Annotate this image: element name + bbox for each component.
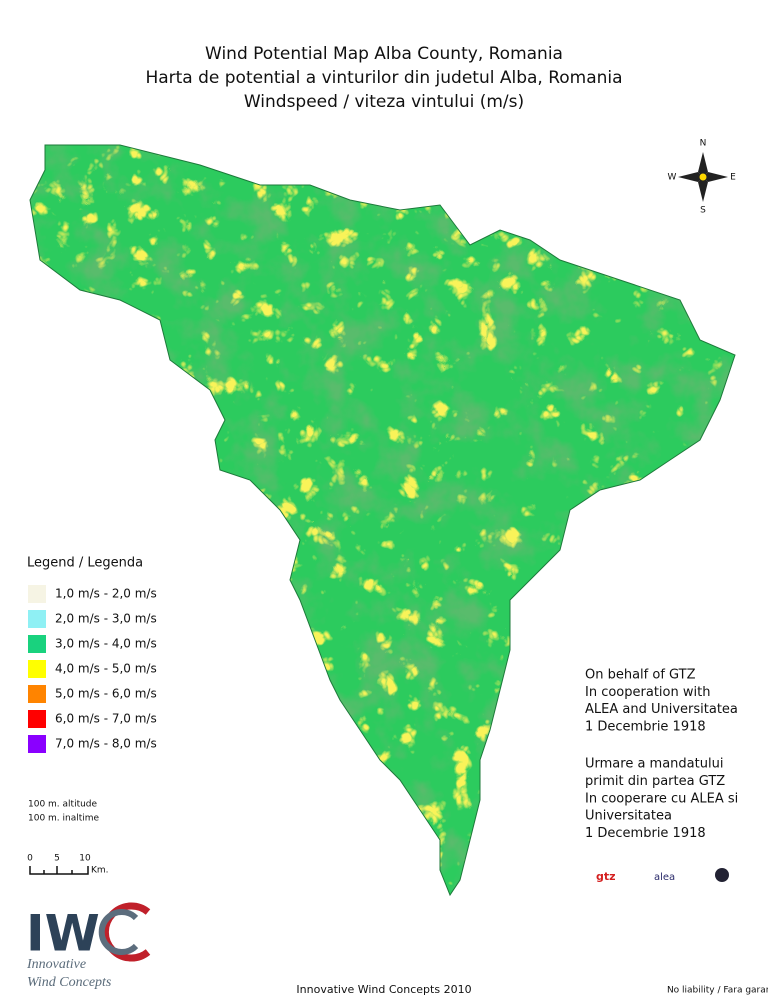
altitude-note: 100 m. inaltime — [28, 814, 100, 824]
credit-line: Universitatea — [585, 809, 672, 824]
credit-line: In cooperare cu ALEA si — [585, 791, 738, 806]
legend-swatch — [28, 635, 46, 653]
compass: N E S W — [668, 139, 737, 216]
legend-title: Legend / Legenda — [27, 556, 143, 571]
credit-line: On behalf of GTZ — [585, 668, 696, 683]
legend-label: 6,0 m/s - 7,0 m/s — [55, 712, 157, 726]
legend-label: 7,0 m/s - 8,0 m/s — [55, 737, 157, 751]
legend-swatch — [28, 585, 46, 603]
title: Wind Potential Map Alba County, Romania — [205, 44, 563, 64]
credit-line: Urmare a mandatului — [585, 757, 723, 772]
legend-swatch — [28, 660, 46, 678]
brand-logo: IW Innovative Wind Concepts — [26, 902, 151, 990]
brand-tagline: Wind Concepts — [27, 975, 112, 990]
brand-name: IW — [26, 905, 100, 963]
partner-logo: alea — [654, 872, 675, 883]
scale-bar: 0 5 10 Km. — [27, 854, 108, 876]
credits: On behalf of GTZ In cooperation with ALEA … — [585, 668, 738, 841]
credit-line: 1 Decembrie 1918 — [585, 719, 706, 734]
scale-tick: 5 — [54, 854, 60, 864]
legend-swatch — [28, 685, 46, 703]
credit-line: ALEA and Universitatea — [585, 702, 738, 717]
title: Windspeed / viteza vintului (m/s) — [244, 92, 524, 112]
scale-tick: 10 — [79, 854, 91, 864]
legend-label: 5,0 m/s - 6,0 m/s — [55, 687, 157, 701]
legend-swatch — [28, 735, 46, 753]
legend-label: 4,0 m/s - 5,0 m/s — [55, 662, 157, 676]
compass-label: W — [668, 173, 677, 183]
credit-line: 1 Decembrie 1918 — [585, 826, 706, 841]
partner-logo: gtz — [596, 870, 616, 883]
legend: Legend / Legenda 1,0 m/s - 2,0 m/s 2,0 m/… — [27, 556, 157, 753]
compass-label: E — [730, 173, 736, 183]
footer: Innovative Wind Concepts 2010 — [296, 983, 471, 996]
legend-label: 1,0 m/s - 2,0 m/s — [55, 587, 157, 601]
altitude-note: 100 m. altitude — [28, 800, 98, 810]
legend-label: 3,0 m/s - 4,0 m/s — [55, 637, 157, 651]
scale-tick: 0 — [27, 854, 33, 864]
disclaimer: No liability / Fara garantie — [667, 986, 768, 996]
legend-label: 2,0 m/s - 3,0 m/s — [55, 612, 157, 626]
legend-swatch — [28, 610, 46, 628]
brand-tagline: Innovative — [26, 957, 86, 972]
credit-line: In cooperation with — [585, 685, 710, 700]
partner-logo — [715, 868, 729, 882]
compass-label: N — [700, 139, 707, 149]
credit-line: primit din partea GTZ — [585, 774, 725, 789]
compass-label: S — [700, 206, 706, 216]
title: Harta de potential a vinturilor din jude… — [145, 68, 622, 88]
scale-unit: Km. — [91, 866, 109, 876]
legend-swatch — [28, 710, 46, 728]
